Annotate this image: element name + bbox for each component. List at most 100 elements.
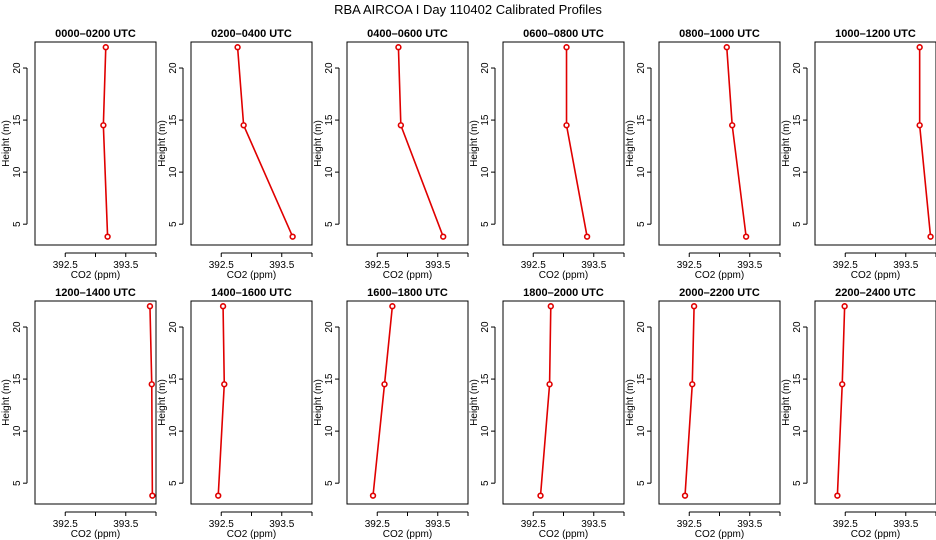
x-tick-label: 392.5 [521, 260, 546, 271]
x-tick-label: 392.5 [677, 519, 702, 530]
x-axis-label: CO2 (ppm) [71, 270, 120, 281]
panel-title: 0000–0200 UTC [55, 28, 136, 40]
panel-title: 1400–1600 UTC [211, 287, 292, 299]
x-axis-label: CO2 (ppm) [383, 529, 432, 540]
profile-line [236, 47, 294, 237]
profile-point [221, 381, 228, 388]
y-tick-label: 15 [12, 114, 23, 126]
x-tick-label: 393.5 [113, 519, 138, 530]
plot-frame [814, 300, 936, 505]
panel-title: 1200–1400 UTC [55, 287, 136, 299]
y-tick-label: 20 [636, 321, 647, 333]
y-tick-label: 15 [324, 373, 335, 385]
profile-point [100, 122, 107, 129]
profile-point [742, 233, 750, 240]
y-axis-label: Height (m) [469, 379, 480, 426]
profile-point [681, 492, 689, 499]
x-tick-label: 393.5 [737, 519, 762, 530]
plot-frame [190, 300, 313, 505]
profile-point [916, 44, 923, 51]
y-tick-label: 20 [792, 321, 803, 333]
y-axis-label: Height (m) [625, 120, 636, 167]
x-tick-label: 393.5 [893, 519, 918, 530]
y-tick-label: 5 [168, 221, 179, 227]
plot-frame [502, 41, 625, 246]
profile-point [729, 122, 736, 129]
profile-line [372, 306, 394, 496]
y-axis-label: Height (m) [157, 379, 168, 426]
y-tick-label: 20 [636, 62, 647, 74]
y-tick-label: 20 [480, 321, 491, 333]
profile-point [563, 44, 570, 51]
y-tick-label: 15 [792, 373, 803, 385]
profile-line [684, 306, 695, 496]
x-axis-label: CO2 (ppm) [851, 529, 900, 540]
x-tick-label: 392.5 [53, 519, 78, 530]
panel-title: 0600–0800 UTC [523, 28, 604, 40]
x-axis-label: CO2 (ppm) [851, 270, 900, 281]
y-axis-label: Height (m) [313, 379, 324, 426]
y-tick-label: 10 [168, 425, 179, 437]
panel-title: 0800–1000 UTC [679, 28, 760, 40]
y-tick-label: 20 [792, 62, 803, 74]
profile-point [397, 122, 405, 129]
plot-frame [34, 41, 157, 246]
profile-point [834, 492, 841, 499]
y-tick-label: 5 [12, 221, 23, 227]
profile-line [217, 306, 226, 496]
profile-point [389, 303, 396, 310]
profile-point [104, 233, 111, 240]
x-axis-label: CO2 (ppm) [539, 270, 588, 281]
profile-line [149, 306, 154, 496]
figure-title: RBA AIRCOA I Day 110402 Calibrated Profi… [334, 2, 602, 17]
y-tick-label: 20 [480, 62, 491, 74]
profile-point [839, 381, 846, 388]
y-tick-label: 15 [12, 373, 23, 385]
plot-frame [502, 300, 625, 505]
panel-title: 0400–0600 UTC [367, 28, 448, 40]
profile-point [381, 381, 388, 388]
y-axis-label: Height (m) [625, 379, 636, 426]
y-tick-label: 5 [636, 221, 647, 227]
x-tick-label: 393.5 [581, 519, 606, 530]
y-tick-label: 5 [12, 480, 23, 486]
x-axis-label: CO2 (ppm) [695, 270, 744, 281]
panel-title: 1800–2000 UTC [523, 287, 604, 299]
profile-point [723, 44, 730, 51]
y-tick-label: 10 [324, 425, 335, 437]
y-axis-label: Height (m) [469, 120, 480, 167]
y-tick-label: 5 [636, 480, 647, 486]
x-axis-label: CO2 (ppm) [71, 529, 120, 540]
profile-line [725, 47, 747, 237]
plot-frame [658, 41, 781, 246]
y-tick-label: 5 [480, 480, 491, 486]
plot-frame [658, 300, 781, 505]
profile-point [215, 492, 222, 499]
panel-title: 2000–2200 UTC [679, 287, 760, 299]
profile-line [539, 306, 552, 496]
y-tick-label: 20 [12, 62, 23, 74]
profile-line [836, 306, 846, 496]
x-tick-label: 392.5 [833, 519, 858, 530]
y-tick-label: 15 [168, 373, 179, 385]
y-axis-label: Height (m) [1, 120, 12, 167]
y-tick-label: 10 [480, 425, 491, 437]
y-tick-label: 15 [324, 114, 335, 126]
profile-point [563, 122, 570, 129]
x-tick-label: 392.5 [365, 519, 390, 530]
x-tick-label: 392.5 [365, 260, 390, 271]
profile-line [918, 47, 932, 237]
profile-point [547, 303, 554, 310]
y-tick-label: 15 [636, 114, 647, 126]
profile-point [149, 492, 156, 499]
profile-point [234, 44, 241, 51]
